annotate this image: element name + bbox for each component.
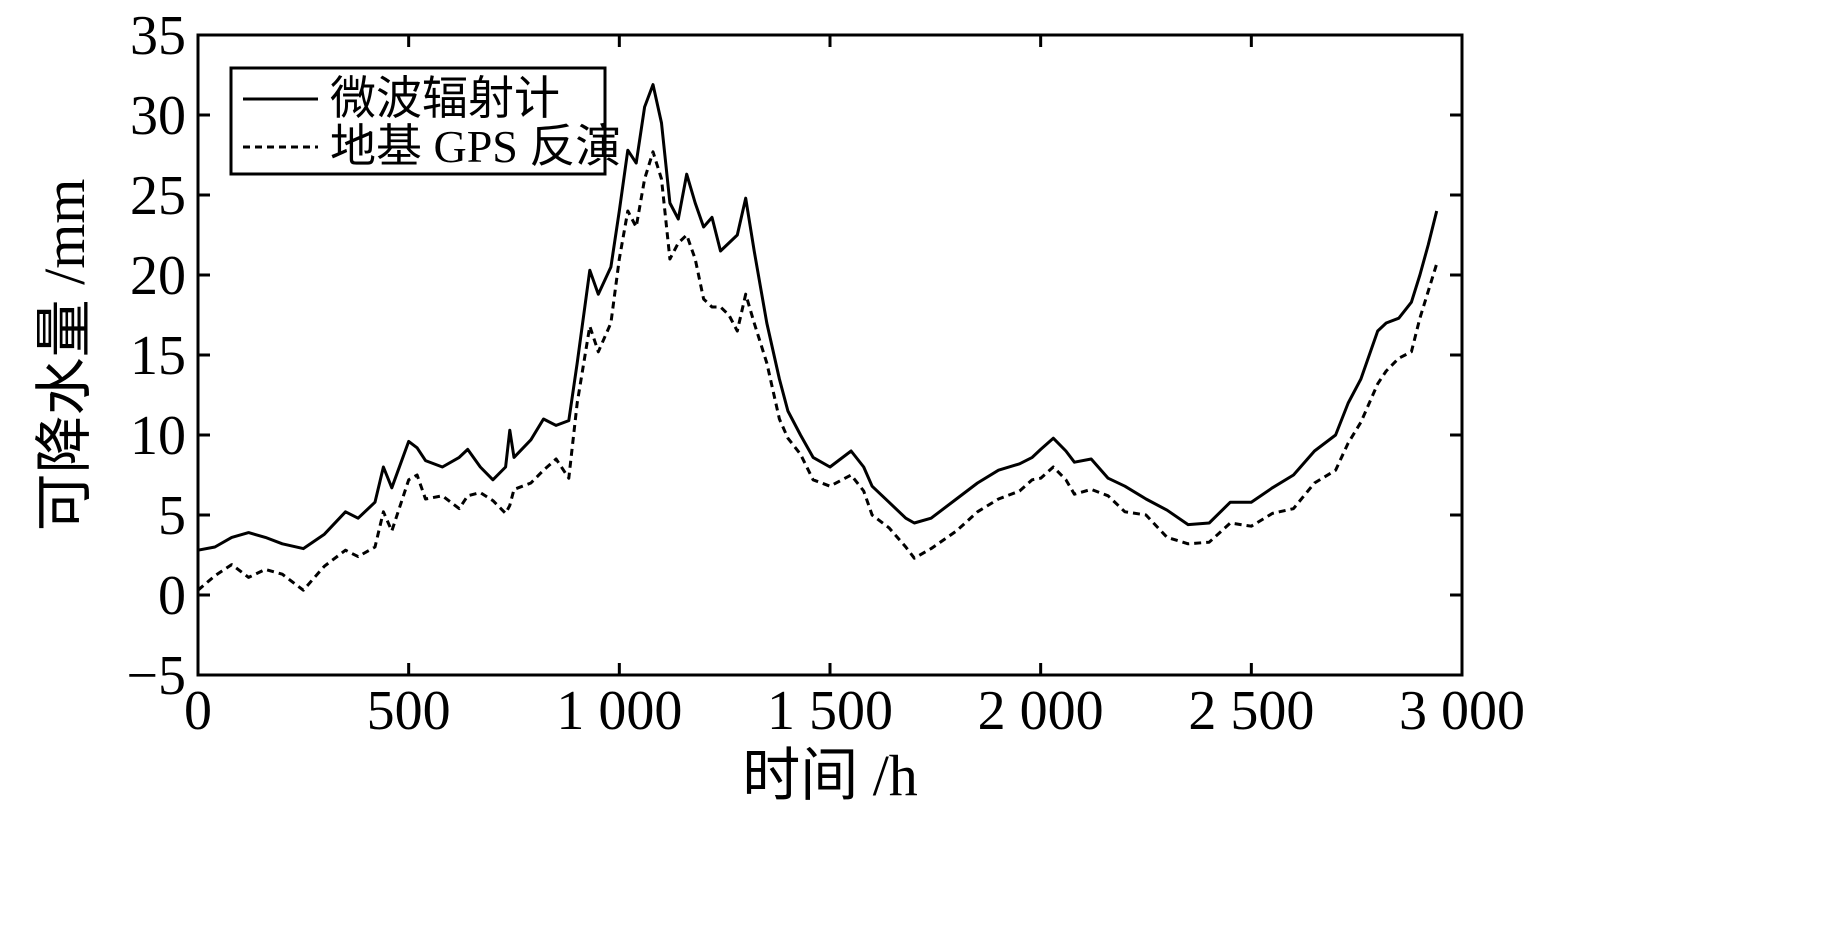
legend-label-microwave: 微波辐射计 xyxy=(330,73,560,124)
y-tick-label: 5 xyxy=(158,485,186,547)
x-tick-label: 2 500 xyxy=(1188,680,1314,742)
y-tick-label: 35 xyxy=(130,5,186,67)
y-tick-label: 15 xyxy=(130,325,186,387)
series-line-gps xyxy=(197,150,1439,592)
legend: 微波辐射计 地基 GPS 反演 xyxy=(229,66,621,176)
x-tick-label: 2 000 xyxy=(978,680,1104,742)
x-tick-label: 1 500 xyxy=(767,680,893,742)
legend-box xyxy=(229,66,607,176)
x-tick-label: 3 000 xyxy=(1399,680,1525,742)
y-tick-label: 30 xyxy=(130,85,186,147)
x-axis-title: 时间 /h xyxy=(742,743,918,808)
legend-label-gps: 地基 GPS 反演 xyxy=(330,121,621,172)
x-tick-label: 0 xyxy=(184,680,212,742)
ticks: 0 500 1 000 1 500 2 000 2 500 3 000−5051015202… xyxy=(126,5,1525,742)
y-axis-title: 可降水量 /mm xyxy=(32,179,97,532)
x-tick-label: 500 xyxy=(367,680,451,742)
x-tick-label: 1 000 xyxy=(556,680,682,742)
y-tick-label: 10 xyxy=(130,405,186,467)
y-tick-label: 25 xyxy=(130,165,186,227)
series-group xyxy=(197,83,1439,592)
y-tick-label: −5 xyxy=(126,645,186,707)
series-line-microwave xyxy=(197,83,1439,552)
y-tick-label: 0 xyxy=(158,565,186,627)
y-tick-label: 20 xyxy=(130,245,186,307)
